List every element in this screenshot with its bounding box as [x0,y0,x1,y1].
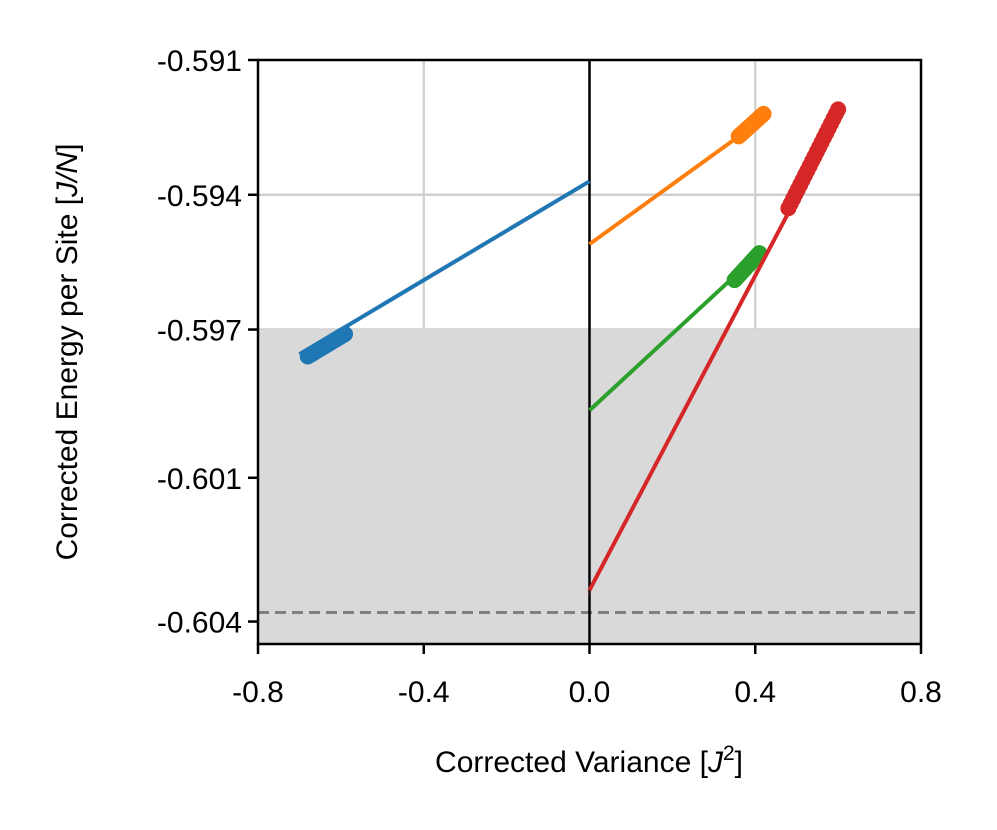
x-tick-label: -0.8 [232,676,284,709]
y-tick-label: -0.591 [157,45,242,78]
data-point [830,101,847,118]
y-tick-label: -0.597 [157,315,242,348]
x-axis-unit: J [707,746,724,779]
y-tick-label: -0.604 [157,607,242,640]
x-tick-label: -0.4 [398,676,450,709]
x-axis-title: Corrected Variance [J2] [435,742,743,779]
reference-lines [258,60,921,644]
data-point [755,105,772,122]
y-tick-label: -0.601 [157,463,242,496]
y-ticks: -0.591 -0.594 -0.597 -0.601 -0.604 [157,45,258,640]
series-2 [588,105,772,246]
x-tick-label: 0.8 [900,676,942,709]
x-ticks: -0.8 -0.4 0.0 0.4 0.8 [232,644,942,709]
y-axis-label: Corrected Energy per Site [51,214,84,561]
series-1 [298,179,591,365]
series-4 [587,101,847,599]
y-tick-label: -0.594 [157,180,242,213]
x-tick-label: 0.0 [569,676,611,709]
y-axis-unit: J/N [51,152,84,198]
x-axis-unit-exponent: 2 [723,742,735,765]
x-tick-label: 0.4 [734,676,776,709]
x-axis-label: Corrected Variance [435,746,691,779]
series [298,101,847,599]
data-point [337,326,354,343]
y-axis-title: Corrected Energy per Site [J/N] [51,144,84,561]
series-3 [588,245,768,412]
fit-line [298,179,591,356]
